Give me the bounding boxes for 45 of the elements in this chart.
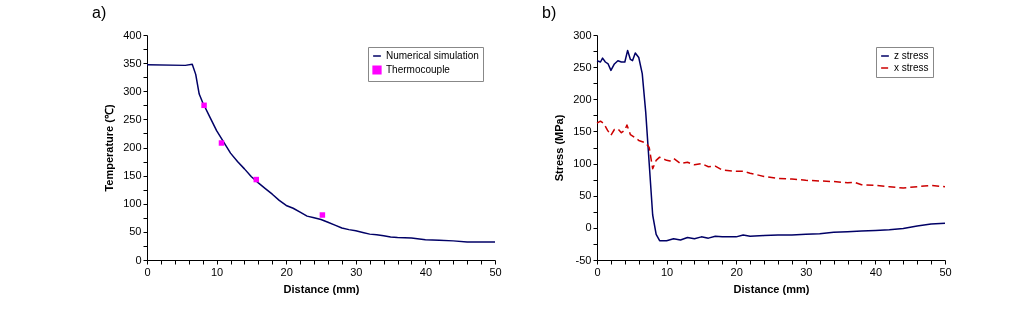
line-series xyxy=(596,49,946,242)
legend-label: x stress xyxy=(894,62,929,73)
x-tick-label: 10 xyxy=(210,265,224,278)
y-axis-title: Temperature (℃) xyxy=(103,104,116,192)
legend-label: Numerical simulation xyxy=(386,50,479,61)
y-tick-label: 100 xyxy=(123,197,142,210)
y-axis-title: Stress (MPa) xyxy=(553,114,566,182)
point xyxy=(319,212,326,218)
x-tick-label: 40 xyxy=(869,265,883,278)
y-tick-label: 350 xyxy=(123,56,142,69)
x-axis-title: Distance (mm) xyxy=(733,282,810,295)
legend-label: z stress xyxy=(894,50,929,61)
x-tick-label: 40 xyxy=(419,265,433,278)
y-tick-label: 50 xyxy=(579,189,592,202)
y-tick-label: 100 xyxy=(573,157,592,170)
y-tick-label: 150 xyxy=(123,169,142,182)
chart-title: b) xyxy=(542,4,557,21)
x-tick-label: 10 xyxy=(660,265,674,278)
line-series xyxy=(146,63,496,243)
y-tick-label: 300 xyxy=(573,28,592,41)
y-tick-label: 0 xyxy=(585,221,592,234)
x-tick-label: 0 xyxy=(594,265,601,278)
y-tick-label: 250 xyxy=(123,112,142,125)
y-tick-label: 400 xyxy=(123,28,142,41)
line-series xyxy=(596,120,946,189)
x-axis-title: Distance (mm) xyxy=(283,282,360,295)
y-tick-label: 250 xyxy=(573,60,592,73)
x-tick-label: 20 xyxy=(280,265,293,278)
y-tick-label: 50 xyxy=(129,225,142,238)
y-tick-label: -50 xyxy=(575,253,592,266)
chart-title: a) xyxy=(92,4,107,21)
y-tick-label: 0 xyxy=(135,253,142,266)
y-tick-label: 200 xyxy=(123,141,142,153)
x-tick-label: 30 xyxy=(350,265,363,278)
x-tick-label: 30 xyxy=(800,265,813,278)
x-tick-label: 20 xyxy=(730,265,743,278)
y-tick-label: 200 xyxy=(573,92,592,105)
y-tick-label: 300 xyxy=(123,84,142,97)
point xyxy=(201,102,207,109)
x-tick-label: 0 xyxy=(144,265,151,278)
point xyxy=(218,140,225,146)
legend-label: Thermocouple xyxy=(386,64,451,75)
x-tick-label: 50 xyxy=(939,265,952,278)
x-tick-label: 50 xyxy=(489,265,502,278)
y-tick-label: 150 xyxy=(573,124,592,137)
